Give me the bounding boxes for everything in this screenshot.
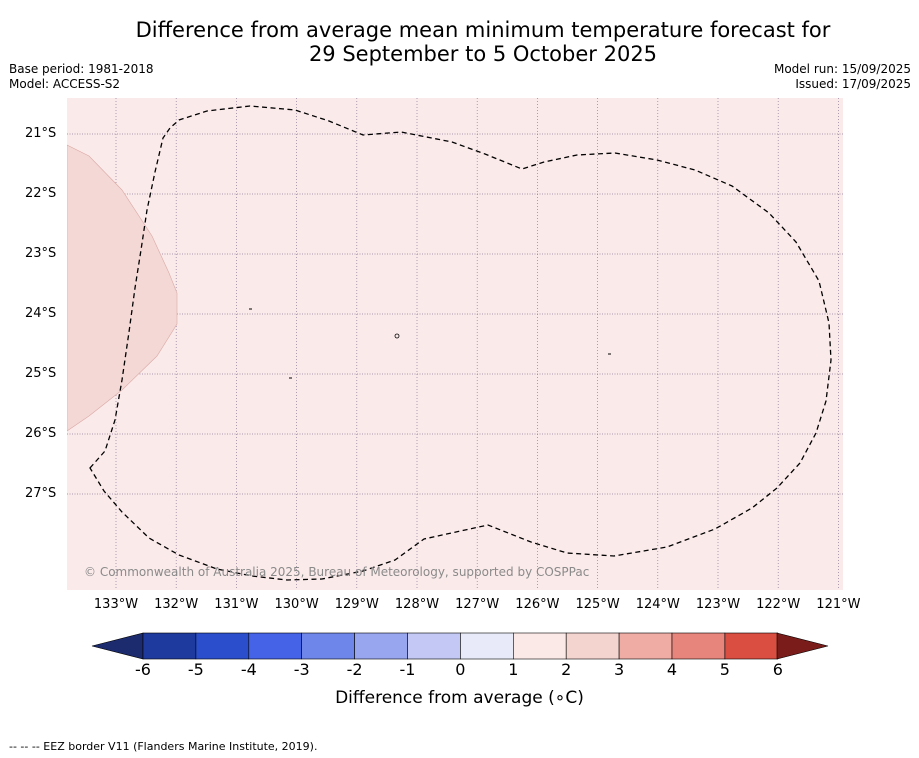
island-2 (394, 333, 400, 339)
latitude-label: 23°S (25, 246, 57, 261)
colorbar-boxes (142, 632, 779, 660)
longitude-label: 121°W (816, 597, 861, 612)
longitude-label: 124°W (635, 597, 680, 612)
latitude-label: 26°S (25, 426, 57, 441)
map-area: © Commonwealth of Australia 2025, Bureau… (67, 98, 843, 590)
longitude-label: 126°W (515, 597, 560, 612)
colorbar-tick: -6 (135, 660, 151, 679)
colorbar-tick: -4 (240, 660, 257, 679)
colorbar-tick: 4 (666, 660, 678, 679)
colorbar-tick: -5 (187, 660, 204, 679)
issued-date: Issued: 17/09/2025 (795, 77, 911, 91)
eez-legend: -- -- -- EEZ border V11 (Flanders Marine… (9, 740, 318, 753)
longitude-label: 127°W (455, 597, 500, 612)
colorbar-tick: 3 (614, 660, 625, 679)
colorbar-box (301, 632, 355, 660)
longitude-label: 122°W (756, 597, 801, 612)
colorbar-high-extend (776, 632, 829, 660)
colorbar-tick: 2 (561, 660, 572, 679)
title-line-1: Difference from average mean minimum tem… (135, 18, 831, 42)
base-period: Base period: 1981-2018 (9, 62, 154, 76)
colorbar-low-extend (91, 632, 144, 660)
colorbar-box (407, 632, 461, 660)
colorbar-box (460, 632, 514, 660)
colorbar-box (142, 632, 197, 660)
longitude-label: 123°W (695, 597, 741, 612)
colorbar-tick: 6 (772, 660, 783, 679)
warm-anomaly-region (67, 144, 178, 432)
longitude-label: 125°W (575, 597, 620, 612)
model-run: Model run: 15/09/2025 (773, 62, 911, 76)
longitude-label: 128°W (394, 597, 440, 612)
colorbar-box (248, 632, 303, 660)
longitude-label: 133°W (93, 597, 139, 612)
longitude-label: 129°W (334, 597, 379, 612)
map-svg (67, 98, 843, 590)
meta-right: Model run: 15/09/2025 Issued: 17/09/2025 (774, 62, 911, 92)
latitude-label: 22°S (25, 186, 57, 201)
colorbar-tick: -3 (293, 660, 310, 679)
latitude-label: 27°S (25, 486, 57, 501)
latitude-label: 25°S (25, 366, 57, 381)
colorbar-label: Difference from average (∘C) (335, 688, 584, 708)
colorbar (91, 632, 829, 660)
colorbar-tick: 1 (508, 660, 519, 679)
colorbar-box (195, 632, 250, 660)
longitude-label: 130°W (274, 597, 319, 612)
copyright-text: © Commonwealth of Australia 2025, Bureau… (84, 565, 590, 579)
eez-border (89, 105, 832, 581)
longitude-label: 131°W (214, 597, 259, 612)
longitude-label: 132°W (154, 597, 199, 612)
colorbar-box (671, 632, 726, 660)
chart-title: Difference from average mean minimum tem… (0, 18, 919, 66)
colorbar-box (354, 632, 408, 660)
colorbar-box (724, 632, 779, 660)
colorbar-tick: 5 (719, 660, 730, 679)
colorbar-box (618, 632, 673, 660)
meta-left: Base period: 1981-2018 Model: ACCESS-S2 (9, 62, 154, 92)
latitude-label: 21°S (25, 126, 57, 141)
colorbar-box (565, 632, 620, 660)
title-line-2: 29 September to 5 October 2025 (308, 42, 658, 66)
colorbar-tick: 0 (455, 660, 466, 679)
colorbar-box (512, 632, 567, 660)
model-name: Model: ACCESS-S2 (9, 77, 121, 91)
colorbar-tick: -1 (399, 660, 416, 679)
colorbar-tick: -2 (346, 660, 363, 679)
latitude-label: 24°S (25, 306, 57, 321)
graticule (67, 98, 843, 590)
